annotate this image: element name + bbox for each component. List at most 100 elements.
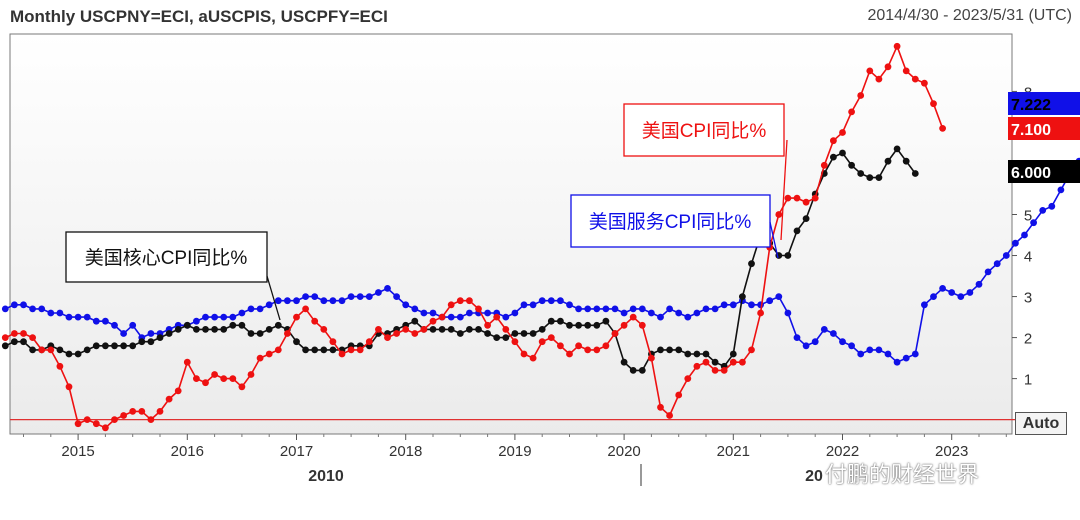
y-tick-label: 5 — [1024, 208, 1032, 225]
data-point — [1039, 207, 1047, 214]
data-point — [174, 387, 182, 395]
data-point — [238, 321, 246, 329]
data-point — [857, 170, 865, 177]
data-point — [120, 330, 127, 337]
data-point — [411, 317, 419, 325]
data-point — [229, 313, 237, 321]
data-point — [602, 317, 610, 325]
data-point — [493, 334, 501, 341]
annotation-label: 美国CPI同比% — [642, 120, 767, 142]
data-point — [884, 350, 892, 358]
data-point — [848, 161, 855, 169]
data-point — [775, 211, 783, 218]
data-point — [1, 305, 9, 313]
data-point — [320, 326, 328, 333]
data-point — [120, 412, 127, 419]
data-point — [538, 326, 546, 333]
data-point — [302, 293, 309, 300]
data-point — [1, 342, 9, 350]
data-point — [429, 326, 437, 333]
data-point — [666, 305, 673, 313]
data-point — [893, 145, 901, 153]
data-point — [902, 67, 910, 75]
data-point — [711, 367, 719, 374]
data-point — [120, 342, 127, 350]
data-point — [884, 157, 892, 165]
last-value-flag — [1008, 160, 1080, 183]
data-point — [584, 305, 592, 313]
annotation-leader — [769, 221, 779, 259]
data-point — [256, 354, 264, 362]
data-point — [893, 358, 901, 366]
data-point — [484, 330, 491, 337]
data-point — [693, 362, 701, 370]
auto-scale-button[interactable]: Auto — [1015, 412, 1067, 435]
data-point — [202, 313, 209, 321]
data-point — [475, 305, 482, 313]
data-point — [811, 194, 819, 202]
data-point — [484, 321, 491, 329]
data-point — [1057, 186, 1065, 194]
data-point — [830, 153, 837, 161]
x-tick-label: 2015 — [61, 443, 94, 460]
data-point — [857, 350, 865, 358]
data-point — [129, 408, 137, 415]
data-point — [238, 309, 246, 317]
data-point — [702, 305, 710, 313]
data-point — [311, 317, 319, 325]
data-point — [775, 293, 783, 300]
data-point — [156, 334, 164, 341]
data-point — [174, 326, 182, 333]
data-point — [839, 149, 846, 157]
data-point — [329, 346, 337, 354]
data-point — [466, 326, 473, 333]
data-point — [875, 346, 883, 354]
data-point — [311, 293, 319, 300]
data-point — [56, 346, 64, 354]
data-point — [238, 383, 246, 391]
data-point — [620, 309, 628, 317]
data-point — [65, 313, 73, 321]
data-point — [83, 313, 91, 321]
data-point — [502, 326, 510, 333]
data-point — [165, 395, 173, 403]
data-point — [911, 170, 919, 177]
data-point — [921, 79, 928, 87]
data-point — [74, 420, 82, 428]
data-point — [566, 350, 573, 358]
data-point — [875, 75, 883, 83]
data-point — [620, 321, 628, 329]
data-point — [557, 342, 564, 350]
annotation-box — [65, 231, 268, 283]
data-point — [129, 321, 137, 329]
data-point — [356, 293, 364, 300]
data-point — [748, 301, 755, 309]
data-point — [830, 330, 837, 337]
data-point — [265, 326, 273, 333]
data-point — [729, 350, 737, 358]
data-point — [520, 350, 528, 358]
data-point — [675, 309, 683, 317]
x-secondary-label: 20 — [805, 468, 823, 485]
data-point — [65, 350, 73, 358]
data-point — [265, 301, 273, 309]
data-point — [20, 330, 27, 337]
data-point — [411, 330, 419, 337]
data-point — [438, 326, 446, 333]
data-point — [475, 326, 482, 333]
data-point — [839, 338, 846, 346]
data-point — [92, 420, 100, 428]
annotation-label: 美国服务CPI同比% — [589, 211, 752, 233]
data-point — [802, 215, 810, 223]
x-tick-label: 2018 — [389, 443, 422, 460]
data-point — [429, 309, 437, 317]
data-point — [748, 260, 755, 268]
data-point — [675, 391, 683, 399]
data-point — [657, 403, 664, 411]
data-point — [966, 289, 974, 296]
data-point — [939, 285, 946, 292]
data-point — [611, 330, 619, 337]
data-point — [511, 338, 519, 346]
series-1 — [1, 42, 946, 432]
data-point — [447, 301, 455, 309]
